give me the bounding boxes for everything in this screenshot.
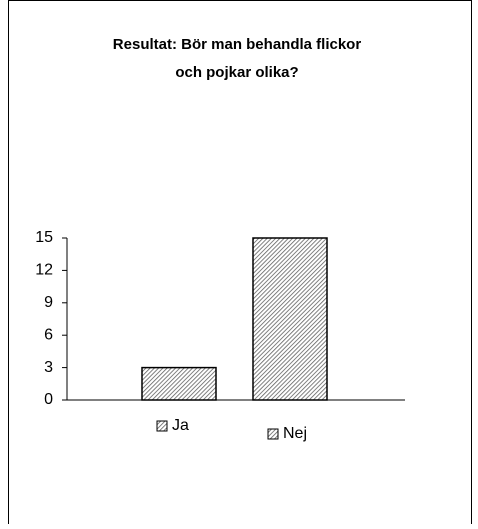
legend-label: Ja	[172, 417, 189, 434]
bar	[252, 237, 328, 401]
legend-swatch	[156, 420, 168, 432]
y-tick-label: 6	[44, 326, 53, 343]
y-tick-label: 15	[35, 229, 53, 246]
y-tick-label: 3	[44, 359, 53, 376]
chart-title: och pojkar olika?	[175, 64, 298, 81]
y-tick-label: 12	[35, 262, 53, 279]
bar	[141, 366, 217, 401]
legend-label: Nej	[283, 425, 307, 442]
legend-swatch	[267, 428, 279, 440]
chart-frame	[8, 0, 472, 529]
chart-title: Resultat: Bör man behandla flickor	[113, 36, 362, 53]
y-tick-label: 0	[44, 391, 53, 408]
y-tick-label: 9	[44, 294, 53, 311]
